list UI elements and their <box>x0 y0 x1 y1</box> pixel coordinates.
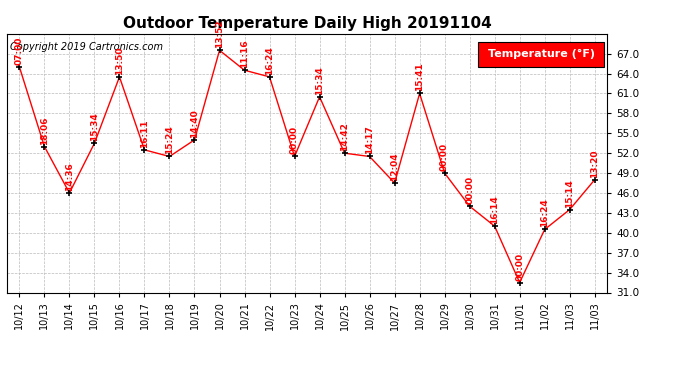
Text: 16:24: 16:24 <box>265 46 274 75</box>
Text: 15:34: 15:34 <box>315 66 324 95</box>
Text: 00:00: 00:00 <box>515 252 524 280</box>
Text: Temperature (°F): Temperature (°F) <box>488 50 595 60</box>
Text: 18:06: 18:06 <box>40 116 49 144</box>
Text: 13:20: 13:20 <box>590 149 599 178</box>
Text: 16:11: 16:11 <box>140 119 149 148</box>
FancyBboxPatch shape <box>478 42 604 68</box>
Text: 13:52: 13:52 <box>215 20 224 48</box>
Text: 14:36: 14:36 <box>65 162 74 191</box>
Text: 14:40: 14:40 <box>190 109 199 138</box>
Text: 12:04: 12:04 <box>390 152 399 181</box>
Text: 16:14: 16:14 <box>490 195 499 224</box>
Text: 11:16: 11:16 <box>240 40 249 68</box>
Text: 00:00: 00:00 <box>440 143 449 171</box>
Text: 14:17: 14:17 <box>365 126 374 154</box>
Text: 15:41: 15:41 <box>415 63 424 92</box>
Text: 15:24: 15:24 <box>165 126 174 154</box>
Text: 13:50: 13:50 <box>115 46 124 75</box>
Text: 00:00: 00:00 <box>465 176 474 204</box>
Text: 15:34: 15:34 <box>90 112 99 141</box>
Text: Copyright 2019 Cartronics.com: Copyright 2019 Cartronics.com <box>10 42 163 51</box>
Text: 16:24: 16:24 <box>540 199 549 228</box>
Text: 14:42: 14:42 <box>340 122 349 151</box>
Text: 15:14: 15:14 <box>565 179 574 208</box>
Title: Outdoor Temperature Daily High 20191104: Outdoor Temperature Daily High 20191104 <box>123 16 491 31</box>
Text: 00:00: 00:00 <box>290 126 299 154</box>
Text: 07:00: 07:00 <box>15 36 24 65</box>
